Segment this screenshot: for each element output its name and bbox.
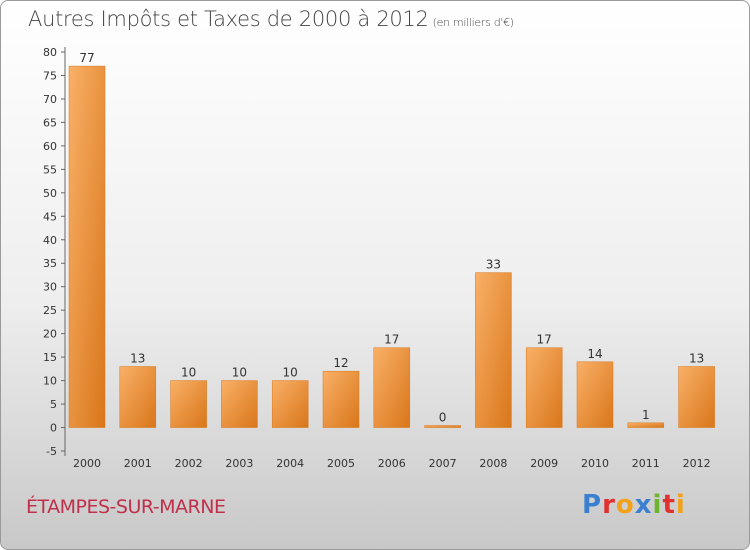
bar-value-label: 14: [587, 347, 602, 361]
x-tick-label: 2005: [327, 457, 355, 470]
x-tick-label: 2000: [73, 457, 101, 470]
y-tick-label: 65: [43, 116, 57, 129]
logo-letter: i: [675, 490, 686, 520]
bar-2007: [424, 425, 461, 428]
bar-value-label: 17: [537, 333, 552, 347]
logo-letter: r: [602, 490, 616, 520]
x-tick-label: 2011: [632, 457, 660, 470]
bar-2012: [678, 366, 715, 428]
y-tick-label: 80: [43, 46, 57, 59]
x-tick-label: 2009: [530, 457, 558, 470]
y-tick-label: 60: [43, 140, 57, 153]
bar-2005: [322, 370, 360, 428]
bar-2003: [221, 380, 258, 428]
bar-2000: [68, 65, 106, 428]
y-tick-label: 35: [43, 257, 57, 270]
y-tick-label: -5: [46, 445, 57, 458]
y-tick-label: 15: [43, 351, 57, 364]
bar-value-label: 13: [130, 352, 145, 366]
bar-2002: [170, 380, 207, 428]
y-tick-label: 20: [43, 328, 57, 341]
x-axis-labels: 2000 2001 2002 2003 2004 2005 2006 2007 2008 2009…: [73, 457, 711, 470]
bar-value-label: 0: [439, 411, 447, 425]
x-tick-label: 2002: [175, 457, 203, 470]
logo-letter: o: [615, 490, 635, 520]
bar-value-label: 13: [689, 352, 704, 366]
bar-2004: [271, 380, 309, 428]
bar-value-label: 10: [232, 366, 247, 380]
x-tick-label: 2007: [429, 457, 457, 470]
y-tick-label: 25: [43, 304, 57, 317]
bar-2001: [119, 366, 157, 428]
y-tick-label: 45: [43, 210, 57, 223]
y-tick-label: 0: [50, 422, 57, 435]
bar-value-label: 33: [486, 258, 501, 272]
y-tick-label: 5: [50, 398, 57, 411]
x-tick-label: 2012: [683, 457, 711, 470]
y-tick-label: 40: [43, 234, 57, 247]
y-tick-label: 30: [43, 281, 57, 294]
bar-value-label: 17: [384, 333, 399, 347]
chart-subtitle: (en milliers d'€): [432, 16, 514, 29]
x-tick-label: 2003: [225, 457, 253, 470]
bar-2008: [475, 272, 512, 428]
y-tick-label: 50: [43, 187, 57, 200]
bar-value-label: 10: [181, 366, 196, 380]
bar-2009: [525, 347, 563, 428]
x-tick-label: 2004: [276, 457, 304, 470]
bar-value-label: 77: [79, 51, 94, 65]
proxiti-logo[interactable]: Proxiti: [582, 490, 686, 520]
logo-letter: i: [652, 490, 663, 520]
bar-2006: [373, 347, 411, 428]
logo-letter: x: [634, 490, 653, 520]
x-tick-label: 2001: [124, 457, 152, 470]
y-tick-label: 10: [43, 375, 57, 388]
x-tick-label: 2006: [378, 457, 406, 470]
chart-title: Autres Impôts et Taxes de 2000 à 2012 (en…: [28, 7, 514, 31]
bar-2011: [627, 422, 665, 428]
logo-letter: t: [662, 490, 676, 520]
bars-group: 77 13 10 10 10 12 17 0 33 17 14 1 13: [68, 51, 715, 428]
y-tick-label: 70: [43, 93, 57, 106]
y-tick-label: 55: [43, 163, 57, 176]
logo-letter: P: [582, 490, 603, 520]
bar-value-label: 10: [283, 366, 298, 380]
bar-value-label: 12: [333, 356, 348, 370]
chart-title-text: Autres Impôts et Taxes de 2000 à 2012: [28, 7, 429, 31]
town-name: ÉTAMPES-SUR-MARNE: [26, 496, 226, 518]
y-axis-ticks: -5 0 5 10 15 20 25 30 35 40 45 50 55 60 65 70 75 80: [43, 46, 65, 458]
bar-2010: [576, 361, 614, 428]
bar-value-label: 1: [642, 408, 650, 422]
y-tick-label: 75: [43, 69, 57, 82]
x-tick-label: 2010: [581, 457, 609, 470]
x-tick-label: 2008: [479, 457, 507, 470]
